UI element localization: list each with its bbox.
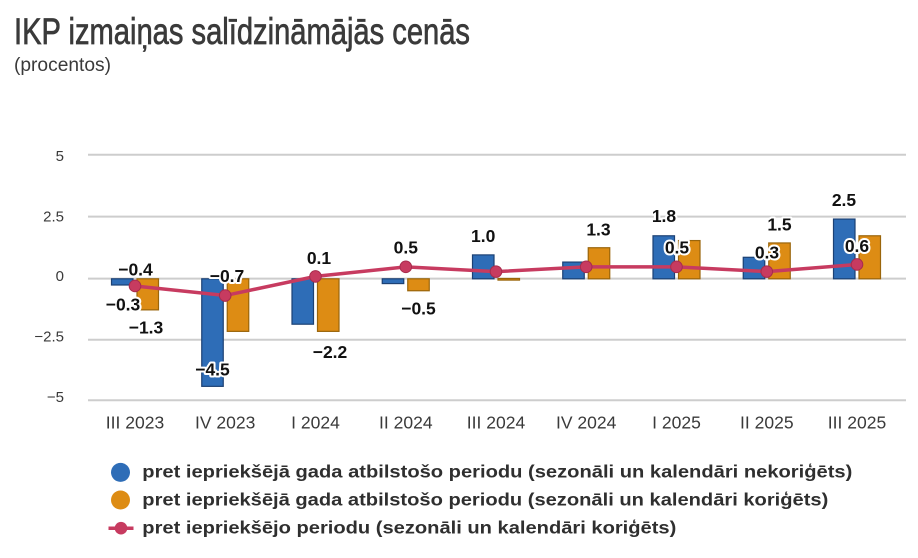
svg-text:−0.5: −0.5: [401, 299, 436, 319]
svg-text:−5: −5: [47, 389, 64, 406]
svg-text:IV 2023: IV 2023: [195, 412, 255, 432]
svg-text:II 2025: II 2025: [740, 412, 794, 432]
svg-text:−0.7: −0.7: [210, 266, 245, 286]
svg-text:0.5: 0.5: [665, 237, 690, 257]
svg-text:pret iepriekšējā gada atbilsto: pret iepriekšējā gada atbilstošo periodu…: [142, 462, 852, 482]
svg-text:0.6: 0.6: [845, 236, 870, 256]
svg-text:0.3: 0.3: [755, 242, 780, 262]
svg-text:III 2024: III 2024: [467, 412, 526, 432]
svg-text:1.3: 1.3: [586, 219, 611, 239]
svg-text:−0.3: −0.3: [106, 294, 141, 314]
svg-text:1.0: 1.0: [471, 226, 496, 246]
svg-text:2.5: 2.5: [43, 209, 64, 226]
svg-text:1.8: 1.8: [652, 206, 677, 226]
svg-text:0: 0: [56, 268, 64, 285]
svg-text:0.5: 0.5: [394, 237, 419, 257]
svg-text:II 2024: II 2024: [379, 412, 433, 432]
svg-text:0.1: 0.1: [307, 248, 332, 268]
svg-text:III 2023: III 2023: [106, 412, 164, 432]
svg-text:IV 2024: IV 2024: [556, 412, 617, 432]
svg-text:−0.4: −0.4: [118, 259, 153, 279]
svg-text:IKP izmaiņas salīdzināmājās ce: IKP izmaiņas salīdzināmājās cenās: [14, 11, 470, 52]
svg-text:5: 5: [56, 148, 64, 165]
svg-text:I 2025: I 2025: [652, 412, 701, 432]
svg-text:1.5: 1.5: [767, 214, 792, 234]
svg-text:−4.5: −4.5: [195, 359, 230, 379]
svg-text:−1.3: −1.3: [129, 318, 164, 338]
svg-text:(procentos): (procentos): [14, 55, 111, 76]
svg-text:pret iepriekšējo periodu (sezo: pret iepriekšējo periodu (sezonāli un ka…: [142, 517, 676, 537]
svg-text:pret iepriekšējā gada atbilsto: pret iepriekšējā gada atbilstošo periodu…: [142, 490, 828, 510]
svg-text:I 2024: I 2024: [291, 412, 340, 432]
svg-text:−2.5: −2.5: [34, 329, 64, 346]
svg-text:2.5: 2.5: [832, 190, 857, 210]
svg-text:−2.2: −2.2: [313, 342, 348, 362]
svg-text:III 2025: III 2025: [828, 412, 886, 432]
